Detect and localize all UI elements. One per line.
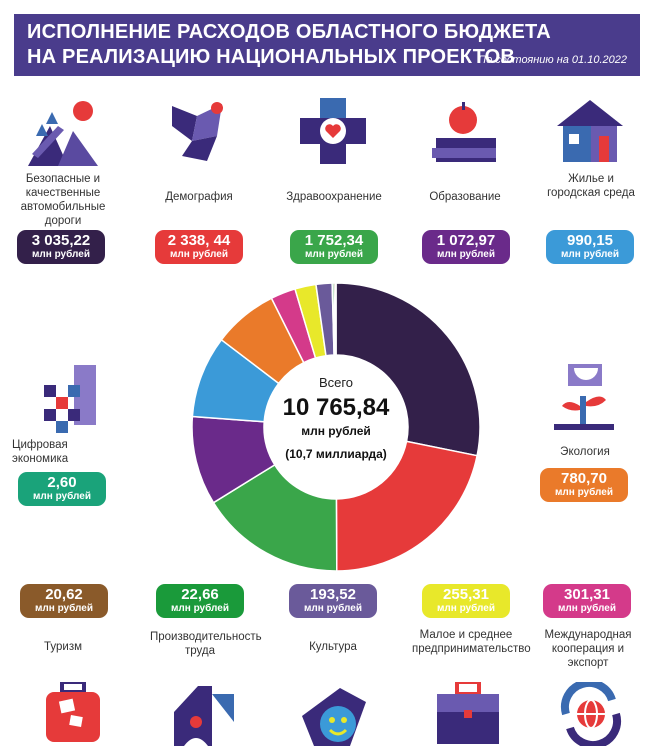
globe-icon bbox=[556, 682, 626, 746]
theater-mask-icon bbox=[300, 682, 370, 746]
unit-housing: млн рублей bbox=[546, 249, 634, 261]
unit-productivity: млн рублей bbox=[156, 603, 244, 615]
label-tourism: Туризм bbox=[18, 640, 108, 654]
label-demography: Демография bbox=[150, 190, 248, 204]
unit-export: млн рублей bbox=[543, 603, 631, 615]
value-demography: 2 338, 44 bbox=[155, 232, 243, 249]
road-icon bbox=[28, 96, 98, 166]
unit-roads: млн рублей bbox=[17, 249, 105, 261]
growth-arrow-icon bbox=[168, 682, 238, 746]
value-sme: 255,31 bbox=[422, 586, 510, 603]
value-housing: 990,15 bbox=[546, 232, 634, 249]
date-note: По состоянию на 01.10.2022 bbox=[478, 54, 627, 66]
value-ecology: 780,70 bbox=[540, 470, 628, 487]
label-ecology: Экология bbox=[540, 445, 630, 459]
badge-tourism: 20,62 млн рублей bbox=[20, 584, 108, 618]
value-education: 1 072,97 bbox=[422, 232, 510, 249]
unit-sme: млн рублей bbox=[422, 603, 510, 615]
unit-ecology: млн рублей bbox=[540, 487, 628, 499]
value-roads: 3 035,22 bbox=[17, 232, 105, 249]
unit-tourism: млн рублей bbox=[20, 603, 108, 615]
pixels-icon bbox=[40, 365, 110, 435]
label-sme: Малое и среднее предпринимательство bbox=[412, 628, 520, 656]
book-apple-icon bbox=[430, 96, 500, 166]
total-unit: млн рублей bbox=[276, 424, 396, 438]
dove-icon bbox=[162, 96, 232, 166]
badge-digital: 2,60 млн рублей bbox=[18, 472, 106, 506]
sprout-icon bbox=[550, 362, 620, 432]
house-icon bbox=[555, 96, 625, 166]
value-culture: 193,52 bbox=[289, 586, 377, 603]
suitcase-icon bbox=[38, 682, 108, 746]
unit-digital: млн рублей bbox=[18, 491, 106, 503]
badge-housing: 990,15 млн рублей bbox=[546, 230, 634, 264]
total-label: Всего bbox=[276, 375, 396, 390]
medical-cross-icon bbox=[298, 96, 368, 166]
unit-healthcare: млн рублей bbox=[290, 249, 378, 261]
label-productivity: Производительность труда bbox=[150, 630, 250, 658]
badge-ecology: 780,70 млн рублей bbox=[540, 468, 628, 502]
header: ИСПОЛНЕНИЕ РАСХОДОВ ОБЛАСТНОГО БЮДЖЕТА Н… bbox=[0, 0, 651, 86]
value-productivity: 22,66 bbox=[156, 586, 244, 603]
title-line-1: ИСПОЛНЕНИЕ РАСХОДОВ ОБЛАСТНОГО БЮДЖЕТА bbox=[27, 20, 551, 45]
value-digital: 2,60 bbox=[18, 474, 106, 491]
briefcase-icon bbox=[433, 682, 503, 746]
badge-roads: 3 035,22 млн рублей bbox=[17, 230, 105, 264]
label-culture: Культура bbox=[285, 640, 381, 654]
label-housing: Жилье и городская среда bbox=[542, 172, 640, 200]
page-title: ИСПОЛНЕНИЕ РАСХОДОВ ОБЛАСТНОГО БЮДЖЕТА Н… bbox=[27, 20, 551, 70]
value-healthcare: 1 752,34 bbox=[290, 232, 378, 249]
badge-culture: 193,52 млн рублей bbox=[289, 584, 377, 618]
label-export: Международная кооперация и экспорт bbox=[540, 628, 636, 670]
title-line-2: НА РЕАЛИЗАЦИЮ НАЦИОНАЛЬНЫХ ПРОЕКТОВ bbox=[27, 45, 551, 70]
unit-demography: млн рублей bbox=[155, 249, 243, 261]
badge-productivity: 22,66 млн рублей bbox=[156, 584, 244, 618]
label-digital: Цифровая экономика bbox=[12, 438, 92, 466]
label-education: Образование bbox=[416, 190, 514, 204]
badge-education: 1 072,97 млн рублей bbox=[422, 230, 510, 264]
unit-culture: млн рублей bbox=[289, 603, 377, 615]
badge-sme: 255,31 млн рублей bbox=[422, 584, 510, 618]
unit-education: млн рублей bbox=[422, 249, 510, 261]
badge-export: 301,31 млн рублей bbox=[543, 584, 631, 618]
value-export: 301,31 bbox=[543, 586, 631, 603]
total-value: 10 765,84 bbox=[256, 394, 416, 422]
label-roads: Безопасные и качественные автомобильные … bbox=[14, 172, 112, 228]
badge-demography: 2 338, 44 млн рублей bbox=[155, 230, 243, 264]
total-note: (10,7 миллиарда) bbox=[266, 447, 406, 461]
value-tourism: 20,62 bbox=[20, 586, 108, 603]
badge-healthcare: 1 752,34 млн рублей bbox=[290, 230, 378, 264]
label-healthcare: Здравоохранение bbox=[285, 190, 383, 204]
